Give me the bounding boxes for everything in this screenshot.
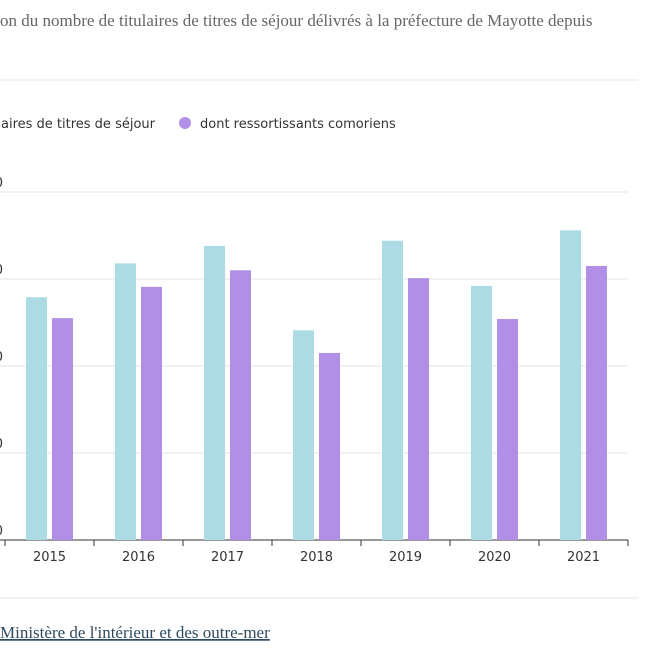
y-tick-label: 20000 xyxy=(0,350,3,365)
y-tick-label: 10000 xyxy=(0,437,3,452)
y-tick-label: 30000 xyxy=(0,263,3,278)
source-link[interactable]: Ministère de l'intérieur et des outre-me… xyxy=(0,623,270,642)
bar xyxy=(471,285,492,540)
bar xyxy=(382,240,403,540)
bar xyxy=(52,318,73,540)
x-tick-label: 2015 xyxy=(33,550,66,565)
chart-title: on du nombre de titulaires de titres de … xyxy=(0,11,592,30)
bar xyxy=(230,270,251,540)
y-tick-label: 40000 xyxy=(0,176,3,191)
legend-label: ulaires de titres de séjour xyxy=(0,117,156,132)
legend-swatch xyxy=(179,117,191,129)
bar xyxy=(560,230,581,540)
bar xyxy=(141,286,162,540)
legend-label: dont ressortissants comoriens xyxy=(200,117,396,132)
x-tick-label: 2018 xyxy=(300,550,333,565)
x-tick-label: 2020 xyxy=(478,550,511,565)
bar xyxy=(319,352,340,540)
bar xyxy=(586,265,607,540)
x-tick-label: 2017 xyxy=(211,550,244,565)
bar xyxy=(293,330,314,540)
bar xyxy=(115,263,136,540)
x-tick-label: 2019 xyxy=(389,550,422,565)
bar xyxy=(26,297,47,540)
bar xyxy=(408,278,429,540)
bar xyxy=(497,319,518,540)
y-tick-label: 0 xyxy=(0,524,3,539)
x-tick-label: 2021 xyxy=(567,550,600,565)
x-tick-label: 2016 xyxy=(122,550,155,565)
bar xyxy=(204,245,225,540)
